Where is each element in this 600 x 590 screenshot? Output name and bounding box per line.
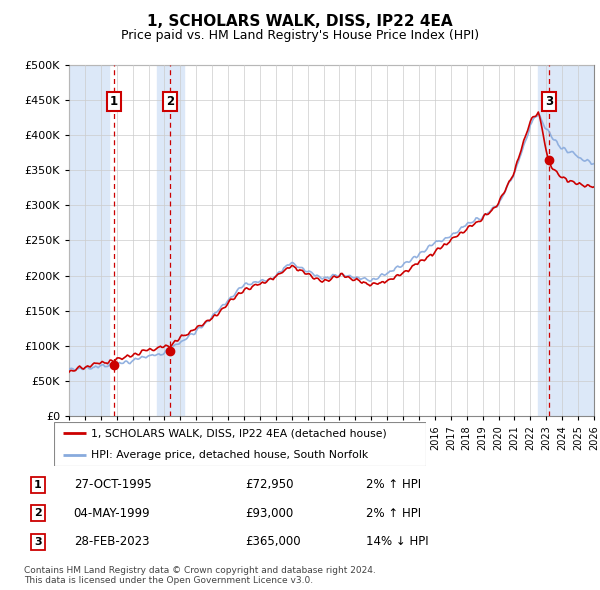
Text: 2: 2 bbox=[166, 95, 174, 108]
Text: 27-OCT-1995: 27-OCT-1995 bbox=[74, 478, 151, 491]
Text: 1, SCHOLARS WALK, DISS, IP22 4EA: 1, SCHOLARS WALK, DISS, IP22 4EA bbox=[147, 14, 453, 30]
Text: 3: 3 bbox=[545, 95, 553, 108]
Text: 28-FEB-2023: 28-FEB-2023 bbox=[74, 535, 149, 548]
Bar bbox=[538, 65, 594, 416]
Text: 2: 2 bbox=[34, 509, 41, 518]
Text: HPI: Average price, detached house, South Norfolk: HPI: Average price, detached house, Sout… bbox=[91, 450, 368, 460]
Text: 2% ↑ HPI: 2% ↑ HPI bbox=[366, 507, 421, 520]
Text: £365,000: £365,000 bbox=[245, 535, 301, 548]
Bar bbox=[69, 65, 594, 416]
Text: 04-MAY-1999: 04-MAY-1999 bbox=[74, 507, 151, 520]
Bar bbox=[157, 65, 184, 416]
Text: Contains HM Land Registry data © Crown copyright and database right 2024.
This d: Contains HM Land Registry data © Crown c… bbox=[24, 566, 376, 585]
Bar bbox=[69, 65, 594, 416]
FancyBboxPatch shape bbox=[54, 422, 426, 466]
Text: 1: 1 bbox=[34, 480, 41, 490]
Text: 1: 1 bbox=[110, 95, 118, 108]
Text: Price paid vs. HM Land Registry's House Price Index (HPI): Price paid vs. HM Land Registry's House … bbox=[121, 29, 479, 42]
Bar bbox=[69, 65, 109, 416]
Text: 14% ↓ HPI: 14% ↓ HPI bbox=[366, 535, 429, 548]
Text: £93,000: £93,000 bbox=[245, 507, 293, 520]
Text: 1, SCHOLARS WALK, DISS, IP22 4EA (detached house): 1, SCHOLARS WALK, DISS, IP22 4EA (detach… bbox=[91, 428, 387, 438]
Text: 3: 3 bbox=[34, 537, 41, 546]
Text: 2% ↑ HPI: 2% ↑ HPI bbox=[366, 478, 421, 491]
Text: £72,950: £72,950 bbox=[245, 478, 293, 491]
